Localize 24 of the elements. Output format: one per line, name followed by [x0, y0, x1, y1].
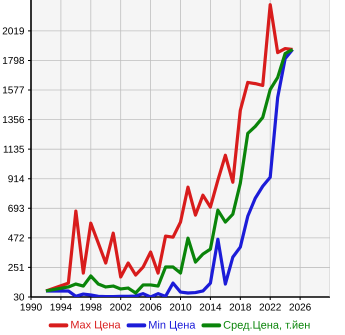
legend-label: Сред.Цена, т.йен [224, 320, 310, 331]
x-tick-label: 2026 [289, 304, 311, 311]
line-series [44, 3, 294, 293]
x-tick-label: 2010 [170, 304, 192, 311]
y-tick-label: 1135 [4, 146, 24, 153]
legend-label: Min Цена [149, 320, 196, 331]
y-tick-label: 30 [14, 293, 24, 301]
y-tick-label: 251 [8, 264, 24, 271]
x-tick-label: 1998 [80, 304, 102, 311]
y-tick-label: 1798 [2, 56, 24, 64]
y-tick-label: 1356 [2, 116, 24, 124]
y-tick-label: 693 [8, 204, 24, 212]
x-tick-label: 1994 [50, 304, 72, 311]
y-tick-label: 914 [8, 175, 24, 182]
y-tick-label: 472 [8, 234, 24, 242]
x-tick-label: 2022 [260, 304, 281, 311]
x-tick-label: 2006 [140, 304, 162, 311]
legend-label: Max Цена [71, 320, 121, 331]
x-tick-label: 2002 [110, 304, 132, 311]
x-tick-label: 1990 [20, 304, 42, 311]
y-tick-label: 2019 [2, 27, 24, 34]
y-tick-label: 1577 [2, 86, 24, 94]
x-tick-label: 2014 [200, 304, 222, 311]
x-tick-label: 2018 [230, 304, 251, 311]
